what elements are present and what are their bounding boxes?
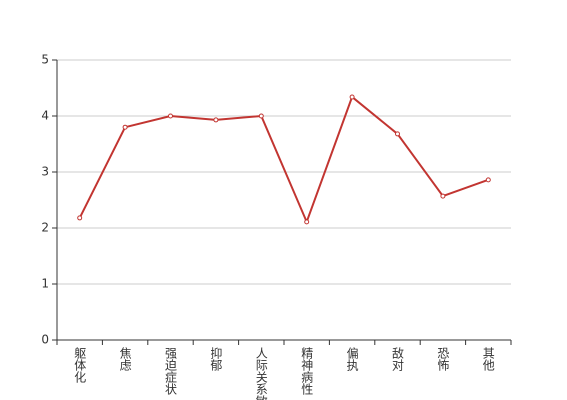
point [395,131,400,137]
y-tick-label: 3 [41,165,49,179]
point [122,124,128,130]
x-tick-label: 躯体化 [73,346,87,384]
point [349,94,355,100]
x-tick-label: 焦虑 [118,347,132,371]
x-tick-label: 强迫症状 [164,347,178,395]
y-tick-label: 2 [41,221,49,235]
point [485,177,491,183]
y-tick-label: 4 [41,109,49,123]
point [168,113,173,119]
x-tick-label: 偏执 [345,346,359,372]
x-tick-label: 人际关系敏感 [254,347,268,400]
point [77,215,83,221]
point [213,117,219,123]
x-tick-label: 其他 [481,347,495,371]
x-tick-label: 恐怖 [436,347,450,371]
y-tick-label: 5 [41,53,49,67]
y-tick-label: 1 [41,277,49,291]
x-tick-label: 敌对 [391,346,405,371]
point [440,193,446,199]
point [304,219,310,225]
point [258,113,264,119]
y-tick-label: 0 [41,333,49,347]
x-tick-label: 精神病性 [300,347,314,396]
x-tick-label: 抑郁 [209,346,223,372]
line [78,95,489,225]
